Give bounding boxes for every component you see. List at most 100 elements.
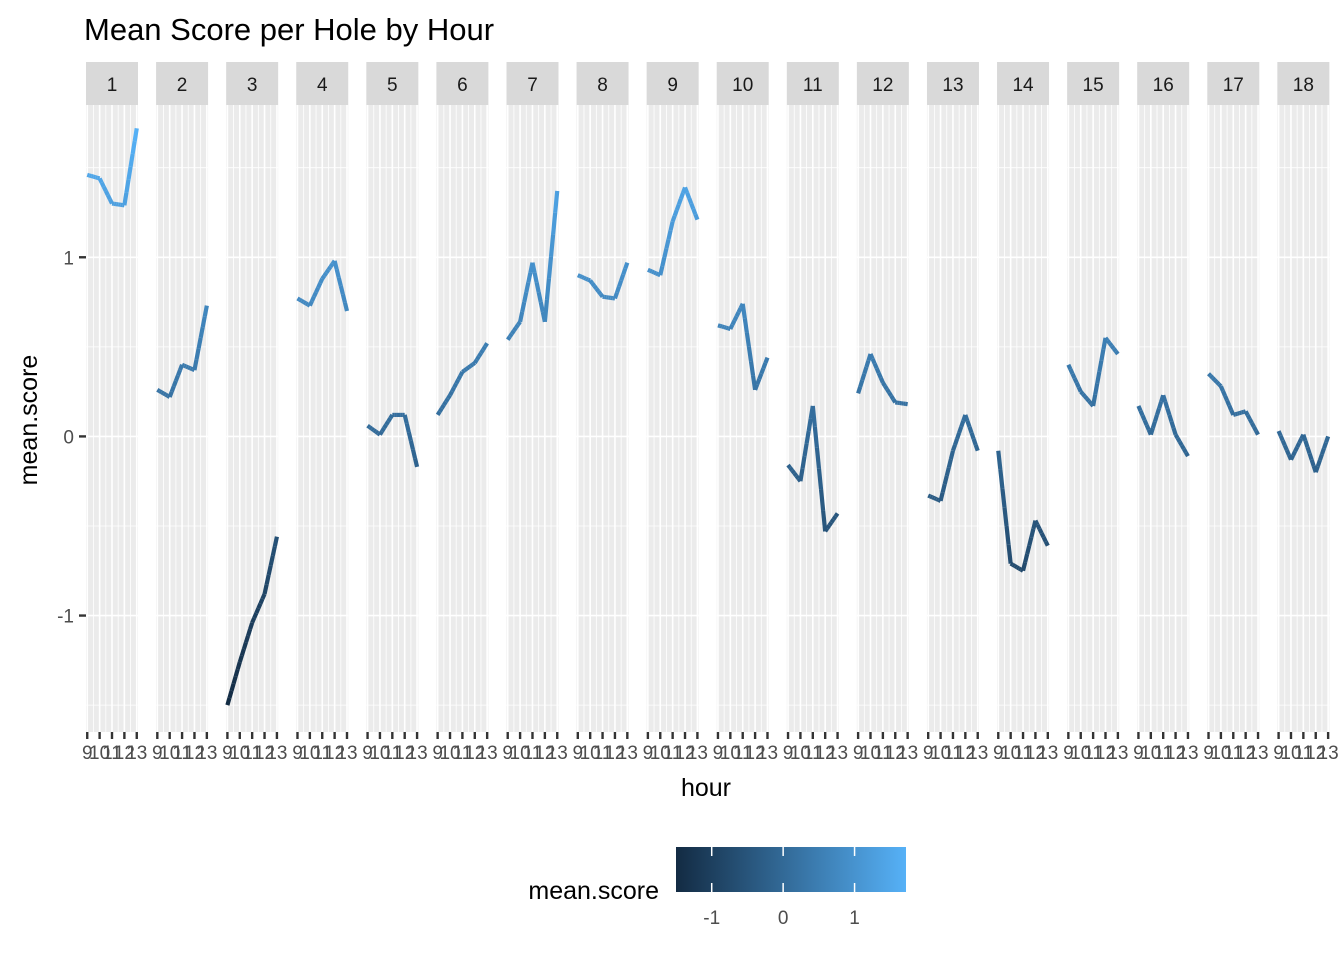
series-line-segment [473,358,479,365]
series-line-segment [1303,440,1310,448]
series-line-segment [827,521,834,527]
series-line-segment [1245,414,1252,421]
series-line-segment [816,468,824,490]
series-line-segment [298,297,303,303]
series-line-segment [260,593,267,600]
series-line-segment [1247,418,1254,424]
x-tick-label: 9 [783,743,794,764]
series-line-segment [338,285,345,295]
series-line-segment [94,175,99,180]
x-tick-label: 11 [1293,743,1313,764]
series-line-segment [674,203,681,211]
series-line-segment [88,173,92,179]
legend-tick-label: 1 [849,908,860,929]
series-line-segment [92,174,97,180]
facet-strip [576,62,629,105]
series-line-segment [402,414,409,425]
x-tick-label: 13 [897,743,918,764]
series-line-segment [272,536,279,547]
series-line-segment [1179,444,1186,451]
series-line-segment [452,382,459,389]
series-line-segment [326,265,333,272]
series-line-segment [446,394,452,400]
x-tick-label: 12 [464,743,485,764]
series-line-segment [1217,382,1223,388]
series-line-segment [1184,451,1190,458]
series-line-segment [1167,414,1174,423]
x-tick-label: 10 [159,743,180,764]
y-tick-label: 0 [63,427,74,448]
series-line-segment [670,215,677,223]
series-line-segment [1319,447,1326,456]
series-line-segment [101,185,108,192]
series-line-segment [889,394,895,401]
x-tick-label: 10 [1280,743,1301,764]
series-line-segment [732,315,739,322]
series-line-segment [950,444,958,452]
series-line-segment [689,202,696,210]
series-line-segment [874,367,881,374]
series-line-segment [759,367,766,375]
series-line-segment [1171,427,1178,436]
x-axis-title: hour [681,774,731,802]
series-line-segment [742,317,749,333]
x-tick-label: 10 [229,743,250,764]
facet-strip [366,62,419,105]
series-line-segment [623,261,630,270]
x-tick-label: 13 [266,743,287,764]
series-line-segment [126,166,133,180]
series-line-segment [268,555,275,566]
x-tick-label: 11 [312,743,332,764]
facet-strip-label: 13 [942,75,963,96]
series-line-segment [1173,433,1180,440]
series-line-segment [336,277,343,287]
series-line-segment [322,271,329,277]
facet-strip-label: 11 [803,75,823,96]
x-tick-label: 12 [254,743,275,764]
series-line-segment [318,277,325,285]
series-line-segment [194,348,201,360]
series-line-segment [296,296,301,302]
x-tick-label: 13 [126,743,147,764]
series-line-segment [1295,442,1302,449]
series-line-segment [386,417,393,423]
series-line-segment [1076,386,1083,393]
series-line-segment [1322,441,1329,450]
facet-strip-label: 16 [1153,75,1174,96]
series-line-segment [1015,565,1020,571]
series-line-segment [965,420,972,428]
series-line-segment [304,301,309,307]
series-line-segment [254,607,261,615]
x-tick-label: 12 [815,743,836,764]
series-line-segment [471,361,477,367]
series-line-segment [302,300,307,306]
series-line-segment [725,325,729,331]
series-line-segment [518,311,525,323]
series-line-segment [1140,414,1147,422]
series-line-segment [233,668,240,678]
series-line-segment [248,622,255,630]
series-line-segment [588,279,594,285]
series-line-segment [1025,545,1032,555]
x-tick-label: 12 [1235,743,1256,764]
x-tick-label: 11 [382,743,402,764]
series-line-segment [465,365,470,371]
series-line-segment [940,483,947,494]
series-line-segment [946,458,953,468]
series-line-segment [717,323,721,328]
series-line-segment [231,675,238,685]
series-line-segment [860,373,867,381]
x-tick-label: 10 [930,743,951,764]
x-tick-label: 9 [853,743,864,764]
series-line-segment [406,431,413,442]
series-line-segment [553,190,560,213]
series-line-segment [374,429,380,435]
facet-strip-label: 14 [1012,75,1034,96]
series-line-segment [475,355,481,361]
series-line-segment [1017,566,1023,572]
series-line-segment [171,380,178,388]
series-line-segment [235,661,242,670]
